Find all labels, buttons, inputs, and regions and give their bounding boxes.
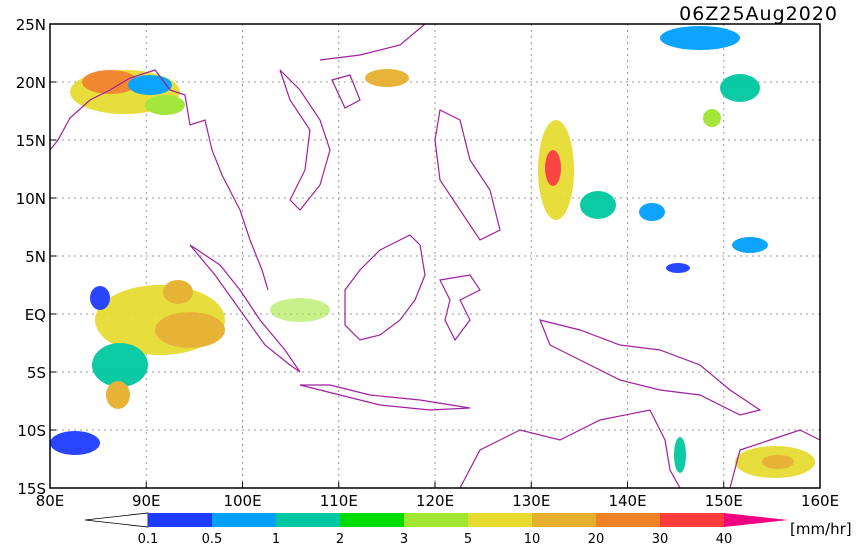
coastline [434, 109, 501, 241]
colorbar-label: 40 [716, 532, 733, 544]
colorbar-label: 30 [652, 532, 669, 544]
coastline [319, 23, 426, 61]
colorbar-label: 0.1 [138, 532, 159, 544]
rain-cell [545, 150, 561, 186]
coastline [539, 319, 762, 416]
lat-label: 5N [25, 248, 46, 266]
rain-cell [666, 263, 690, 273]
lat-label: 15N [16, 132, 46, 150]
rain-cells [50, 26, 815, 478]
colorbar-label: 20 [588, 532, 605, 544]
rain-cell [163, 280, 193, 304]
colorbar-over [724, 513, 788, 527]
coastline [331, 74, 361, 109]
colorbar-box [212, 513, 276, 527]
lon-label: 110E [320, 492, 358, 510]
rain-cell [580, 191, 616, 219]
lon-label: 160E [801, 492, 839, 510]
coastline [439, 274, 481, 342]
lat-label: 5S [27, 364, 46, 382]
lat-label: 20N [16, 74, 46, 92]
rain-cell [82, 70, 138, 94]
colorbar-box [660, 513, 724, 527]
colorbar-box [340, 513, 404, 527]
lat-label: 15S [17, 480, 46, 498]
rain-cell [732, 237, 768, 253]
colorbar-box [532, 513, 596, 527]
rain-cell [639, 203, 665, 221]
rain-cell [720, 74, 760, 102]
colorbar-label: 5 [464, 532, 472, 544]
coastlines [49, 23, 821, 489]
lat-label: 25N [16, 16, 46, 34]
rain-cell [90, 286, 110, 310]
lon-label: 130E [512, 492, 550, 510]
rain-cell [660, 26, 740, 50]
colorbar-box [276, 513, 340, 527]
rain-cell [703, 109, 721, 127]
lon-label: 140E [608, 492, 646, 510]
lon-label: 80E [36, 492, 65, 510]
colorbar-label: 1 [272, 532, 280, 544]
coastline [344, 234, 426, 341]
colorbar-box [404, 513, 468, 527]
coastline [49, 69, 269, 291]
coastline [279, 69, 331, 211]
lat-label: 10S [17, 422, 46, 440]
colorbar-label: 3 [400, 532, 408, 544]
colorbar-label: 0.5 [202, 532, 223, 544]
colorbar-label: 2 [336, 532, 344, 544]
coastline [459, 409, 681, 489]
lat-label: EQ [25, 306, 46, 324]
rain-cell [92, 343, 148, 387]
colorbar: 0.1 0.5 1 2 3 5 10 20 30 40 [84, 512, 788, 547]
lon-label: 120E [416, 492, 454, 510]
rain-cell [106, 381, 130, 409]
rain-cell [270, 298, 330, 322]
lon-label: 150E [705, 492, 743, 510]
rain-cell [155, 312, 225, 348]
colorbar-box [596, 513, 660, 527]
colorbar-label: 10 [524, 532, 541, 544]
coastline [299, 384, 471, 411]
coastline [189, 244, 301, 373]
lat-label: 10N [16, 190, 46, 208]
rain-cell [145, 95, 185, 115]
rain-cell [128, 75, 172, 95]
colorbar-units: [mm/hr] [790, 520, 852, 538]
rain-cell [674, 437, 686, 473]
rain-cell [762, 455, 794, 469]
lon-label: 90E [132, 492, 161, 510]
rain-cell [365, 69, 409, 87]
map-title: 06Z25Aug2020 [679, 3, 838, 25]
colorbar-under [84, 512, 149, 528]
colorbar-box [148, 513, 212, 527]
coastline [729, 429, 821, 489]
colorbar-box [468, 513, 532, 527]
lon-label: 100E [223, 492, 261, 510]
rain-cell [50, 431, 100, 455]
